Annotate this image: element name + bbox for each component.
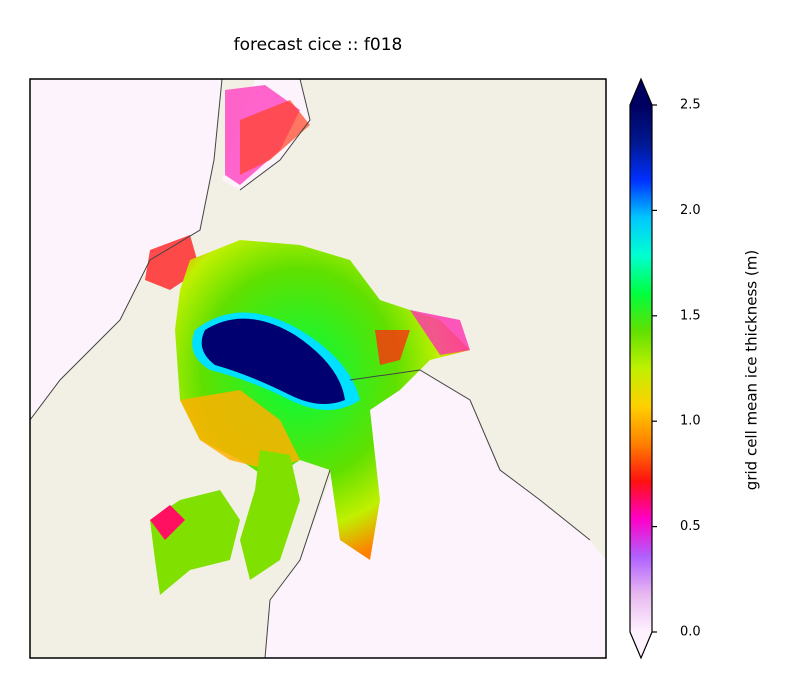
colorbar-tick-label: 0.5	[680, 519, 701, 534]
colorbar-tick-label: 1.5	[680, 308, 701, 323]
colorbar-tick-label: 1.0	[680, 414, 701, 429]
colorbar-extend	[630, 79, 652, 105]
map-title: forecast cice :: f018	[234, 35, 403, 55]
colorbar-scale	[630, 105, 652, 632]
colorbar: 0.0 0.5 1.0 1.5 2.0 2.5	[629, 77, 701, 660]
ice	[180, 390, 300, 470]
coastline	[30, 79, 223, 421]
coastline	[264, 469, 331, 658]
ice	[240, 450, 300, 580]
map	[30, 79, 606, 658]
colorbar-tick-label: 2.5	[680, 98, 701, 113]
colorbar-tick-label: 2.0	[680, 203, 701, 218]
coastline	[349, 369, 591, 541]
ice	[201, 318, 345, 404]
colorbar-label: grid cell mean ice thickness (m)	[743, 250, 761, 490]
ocean	[30, 79, 222, 420]
map-frame	[29, 78, 607, 659]
colorbar-extend	[630, 632, 652, 658]
colorbar-tick-label: 0.0	[680, 625, 701, 640]
ice	[410, 310, 470, 355]
ice	[240, 100, 310, 175]
ice	[150, 505, 185, 540]
coastline	[239, 79, 311, 191]
ice	[375, 330, 410, 365]
